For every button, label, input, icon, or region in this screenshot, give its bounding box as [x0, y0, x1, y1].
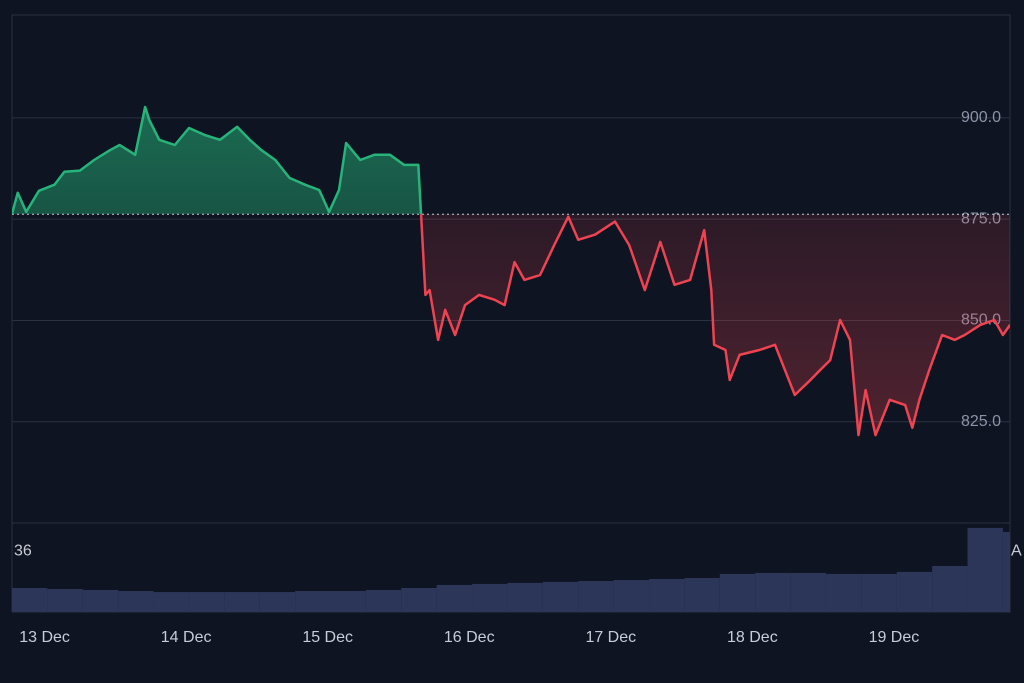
y-tick-label: 900.0	[961, 109, 1001, 126]
volume-bar	[153, 592, 189, 612]
x-tick-label: 15 Dec	[302, 629, 353, 646]
volume-bar	[259, 592, 296, 612]
volume-bar	[578, 581, 614, 612]
area-up	[12, 107, 1010, 215]
volume-bar	[330, 591, 366, 612]
x-tick-label: 16 Dec	[444, 629, 495, 646]
volume-bar	[507, 582, 543, 612]
volume-bar	[436, 584, 473, 612]
volume-bar	[12, 587, 48, 612]
volume-bar	[861, 573, 897, 612]
volume-bar	[684, 577, 720, 612]
x-tick-label: 18 Dec	[727, 629, 778, 646]
volume-bar	[401, 587, 437, 612]
volume-bar	[1002, 531, 1010, 612]
volume-bar	[790, 572, 826, 612]
volume-bar	[719, 573, 756, 612]
volume-bar	[47, 588, 83, 612]
x-tick-label: 14 Dec	[161, 629, 212, 646]
volume-bar	[542, 581, 579, 612]
x-tick-label: 17 Dec	[585, 629, 636, 646]
volume-bar	[295, 591, 331, 612]
volume-bar	[755, 572, 791, 612]
volume-bar	[188, 592, 225, 612]
volume-bar	[224, 592, 260, 612]
volume-tick-label: 36	[14, 542, 32, 559]
volume-bar	[472, 583, 508, 612]
volume-bar	[118, 591, 154, 612]
volume-bar	[365, 590, 402, 612]
y-tick-label: 825.0	[961, 413, 1001, 430]
volume-bar	[932, 565, 968, 612]
x-tick-label: 13 Dec	[19, 629, 70, 646]
area-down	[421, 214, 1010, 436]
volume-bar	[896, 571, 933, 612]
volume-bar	[82, 590, 119, 612]
price-line-up	[12, 105, 423, 215]
price-line-down	[419, 214, 1010, 437]
volume-bar	[825, 573, 862, 612]
volume-bar	[649, 579, 685, 612]
volume-badge: A	[1011, 542, 1022, 559]
volume-bar	[613, 580, 650, 612]
x-tick-label: 19 Dec	[869, 629, 920, 646]
volume-bar	[967, 527, 1003, 612]
